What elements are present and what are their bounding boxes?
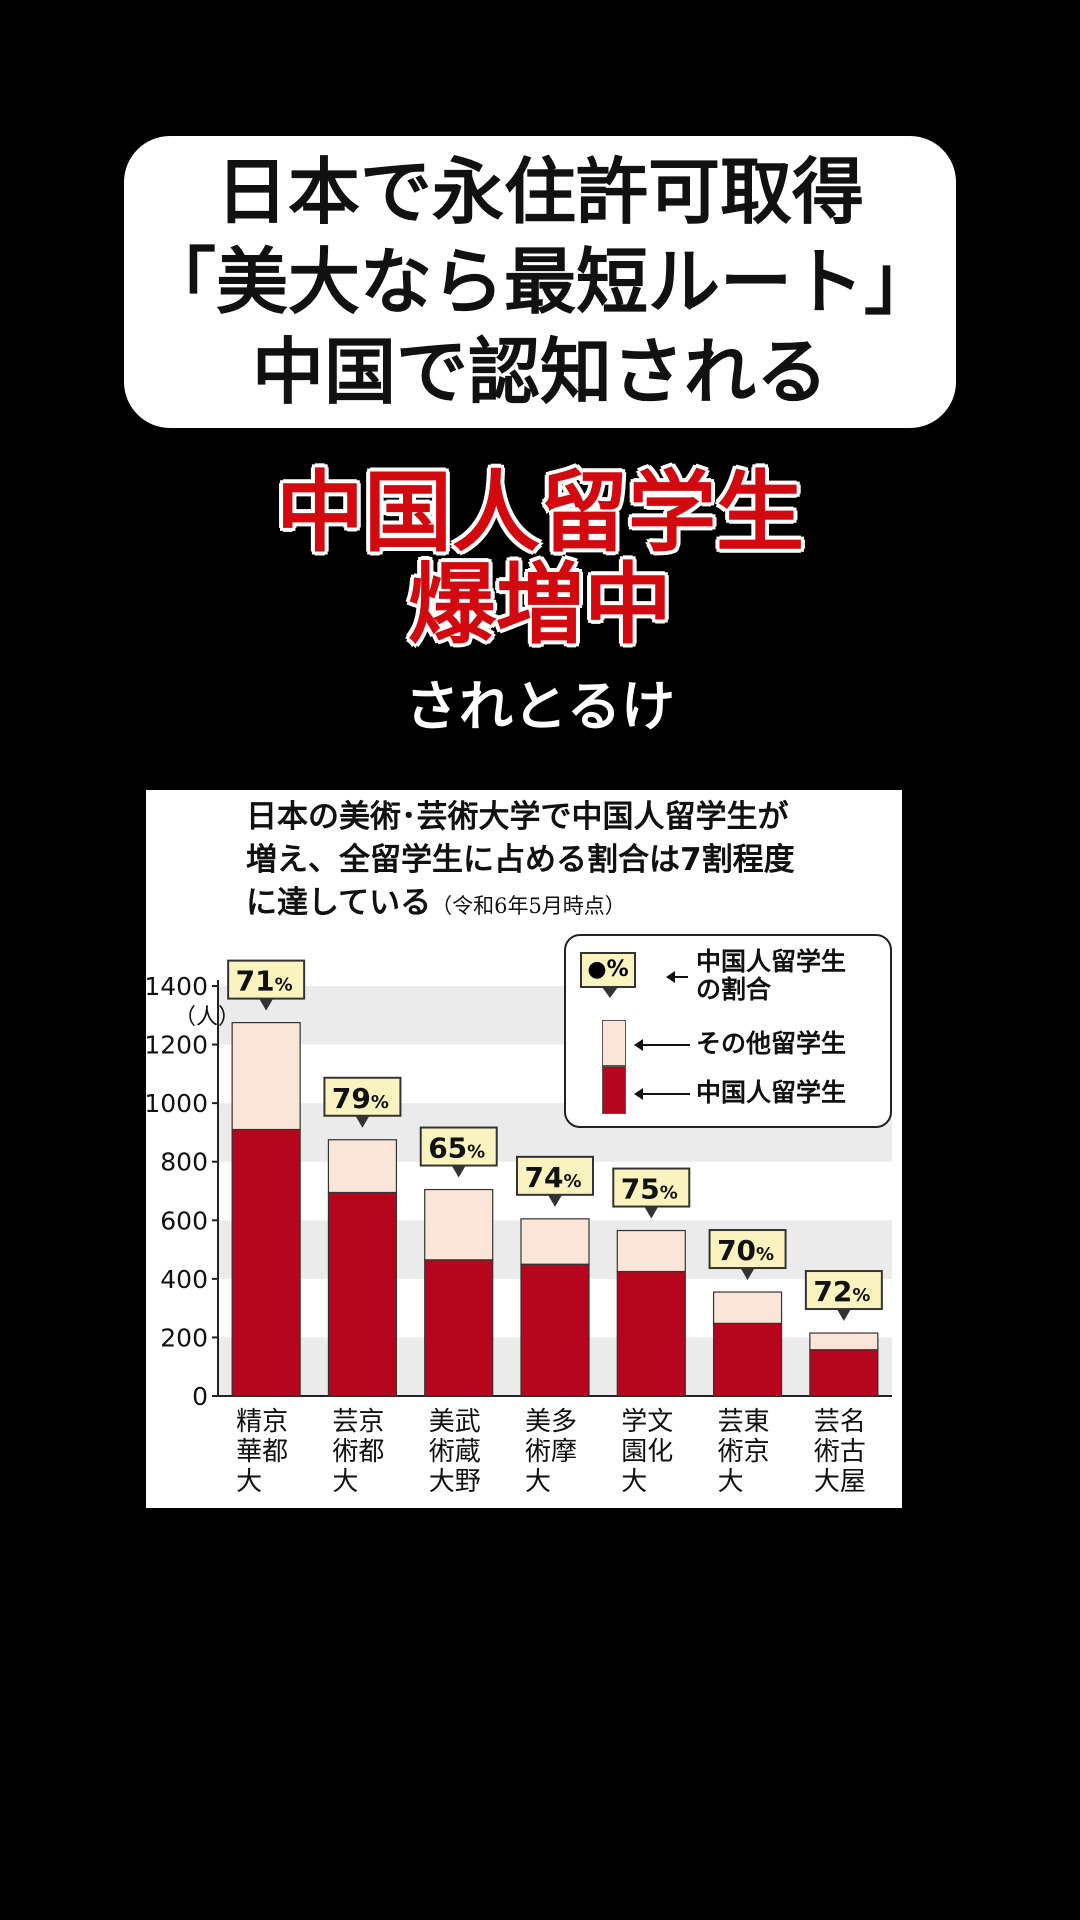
category-label: 精京 bbox=[236, 1407, 288, 1437]
bar-other-students bbox=[616, 1229, 686, 1273]
share-label: 75% bbox=[621, 1173, 678, 1206]
bar-chinese-students bbox=[712, 1322, 783, 1397]
share-label-unit: % bbox=[756, 1244, 774, 1265]
bar-chinese-students bbox=[520, 1263, 590, 1397]
legend-chinese-label: 中国人留学生 bbox=[696, 1078, 847, 1107]
category-label: 芸京 bbox=[332, 1407, 384, 1437]
legend-other-label: その他留学生 bbox=[696, 1029, 847, 1058]
headline-line-2: 「美大なら最短ルート」 bbox=[143, 240, 936, 324]
y-tick-label: 800 bbox=[160, 1148, 208, 1177]
chart-title-line-2: 増え、全留学生に占める割合は7割程度 bbox=[246, 842, 795, 878]
share-label-unit: % bbox=[371, 1092, 389, 1113]
chart-panel: 日本の美術･芸術大学で中国人留学生が 増え、全留学生に占める割合は7割程度 に達… bbox=[146, 790, 902, 1508]
y-tick-label: 1400 bbox=[146, 972, 208, 1001]
category-label: 芸名 bbox=[814, 1407, 866, 1437]
headline-line-3: 中国で認知される bbox=[251, 330, 828, 414]
bar-chinese-students bbox=[424, 1259, 494, 1397]
y-tick-label: 600 bbox=[160, 1206, 208, 1235]
share-bubble bbox=[612, 1167, 691, 1208]
category-label: 大 bbox=[525, 1467, 551, 1497]
bar-other-students bbox=[520, 1218, 590, 1265]
chart-title-line-3: に達している bbox=[246, 885, 432, 921]
category-label: 大 bbox=[621, 1467, 647, 1497]
share-bubble bbox=[708, 1229, 787, 1270]
share-bubble bbox=[419, 1126, 498, 1167]
share-bubble-pointer bbox=[451, 1165, 466, 1178]
share-bubble-pointer bbox=[259, 998, 274, 1011]
share-label-unit: % bbox=[660, 1183, 678, 1204]
legend-share-label-2: の割合 bbox=[696, 975, 772, 1004]
stacked-bar-chart: 0200400600800100012001400（人）71%精京華都大79%芸… bbox=[146, 959, 892, 1497]
y-tick-label: 200 bbox=[160, 1323, 208, 1352]
bar-chinese-students bbox=[231, 1128, 301, 1397]
share-bubble-pointer bbox=[644, 1206, 659, 1219]
legend-swatch-other bbox=[602, 1020, 626, 1066]
bar-other-students bbox=[712, 1291, 783, 1324]
category-label: 華都 bbox=[236, 1437, 288, 1467]
y-tick-label: 400 bbox=[160, 1265, 208, 1294]
legend-arrow-other bbox=[634, 1039, 690, 1051]
legend-arrow-chinese bbox=[634, 1088, 690, 1100]
bar-chinese-students bbox=[809, 1349, 879, 1397]
category-label: 大 bbox=[236, 1467, 262, 1497]
category-label: 術蔵 bbox=[429, 1437, 481, 1467]
category-label: 園化 bbox=[621, 1437, 673, 1467]
bar-chinese-students bbox=[327, 1191, 398, 1397]
legend-share-label-1: 中国人留学生 bbox=[696, 947, 847, 976]
share-bubble-pointer bbox=[355, 1115, 370, 1128]
legend-arrow-share bbox=[666, 971, 688, 983]
share-bubble bbox=[804, 1270, 883, 1311]
category-label: 美武 bbox=[429, 1407, 481, 1437]
share-bubble bbox=[227, 959, 306, 1000]
category-label: 術京 bbox=[718, 1437, 770, 1467]
y-tick-label: 1000 bbox=[146, 1089, 208, 1118]
chart-title-line-1: 日本の美術･芸術大学で中国人留学生が bbox=[246, 799, 789, 835]
legend-swatch-chinese bbox=[602, 1066, 626, 1114]
share-label-unit: % bbox=[852, 1285, 870, 1306]
y-tick-label: 1200 bbox=[146, 1031, 208, 1060]
highlight-line-1: 中国人留学生 bbox=[275, 461, 804, 564]
highlight-line-2: 爆増中 bbox=[407, 553, 672, 656]
category-label: 大 bbox=[718, 1467, 744, 1497]
share-bubble bbox=[516, 1155, 594, 1196]
category-label: 学文 bbox=[621, 1407, 673, 1437]
legend-share-bubble: ●% bbox=[580, 952, 636, 998]
share-label-unit: % bbox=[467, 1142, 485, 1163]
headline-line-1: 日本で永住許可取得 bbox=[215, 150, 864, 234]
bar-other-students bbox=[327, 1139, 398, 1194]
chart-legend: ●% 中国人留学生 の割合 その他留学生 中国人留学生 bbox=[564, 934, 892, 1128]
category-label: 術摩 bbox=[525, 1437, 577, 1467]
chart-title-note: （令和6年5月時点） bbox=[431, 894, 626, 918]
headline-box: 日本で永住許可取得 「美大なら最短ルート」 中国で認知される bbox=[124, 136, 956, 428]
share-label-unit: % bbox=[275, 975, 293, 996]
caption-text: されとるけ bbox=[405, 675, 675, 738]
category-label: 術都 bbox=[332, 1437, 384, 1467]
bar-chinese-students bbox=[616, 1270, 686, 1397]
bar-other-students bbox=[809, 1332, 879, 1351]
bar-other-students bbox=[424, 1188, 494, 1261]
share-bubble-pointer bbox=[548, 1194, 562, 1207]
category-label: 大屋 bbox=[814, 1467, 866, 1497]
share-label-unit: % bbox=[563, 1171, 581, 1192]
category-label: 大野 bbox=[429, 1467, 481, 1497]
category-label: 術古 bbox=[814, 1437, 866, 1467]
category-label: 美多 bbox=[525, 1407, 577, 1437]
y-tick-label: 0 bbox=[192, 1382, 208, 1411]
category-label: 大 bbox=[332, 1467, 358, 1497]
chart-title: 日本の美術･芸術大学で中国人留学生が 増え、全留学生に占める割合は7割程度 に達… bbox=[246, 796, 886, 928]
share-bubble-pointer bbox=[740, 1268, 755, 1281]
share-bubble-pointer bbox=[836, 1309, 851, 1322]
category-label: 芸東 bbox=[718, 1407, 770, 1437]
share-bubble bbox=[323, 1076, 402, 1117]
bar-other-students bbox=[231, 1022, 301, 1131]
y-axis-unit: （人） bbox=[174, 1005, 240, 1030]
